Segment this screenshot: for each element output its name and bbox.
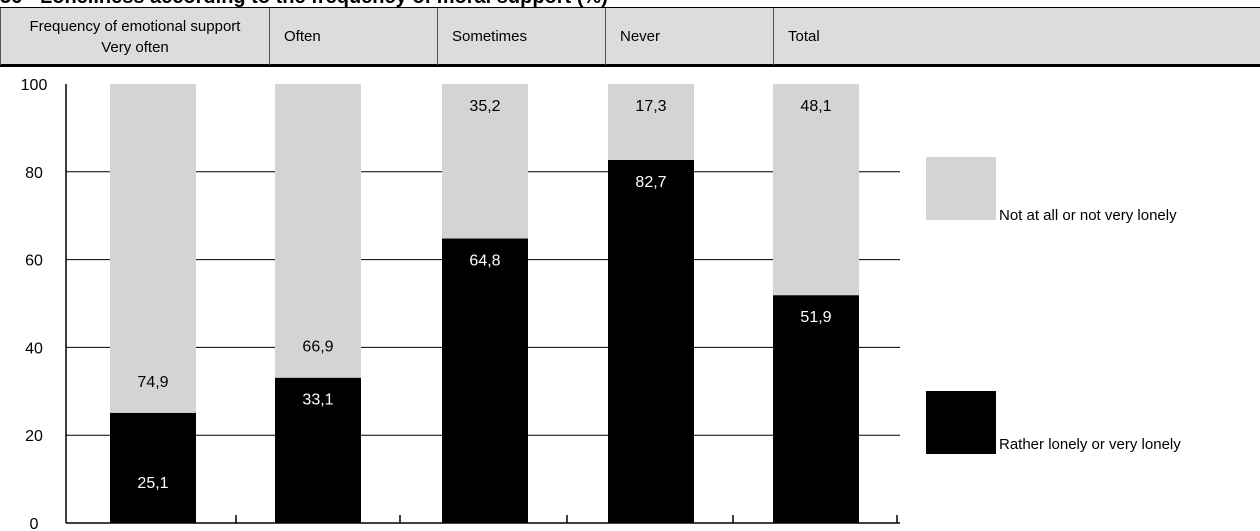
y-tick-label: 60: [25, 253, 43, 270]
legend-not-lonely-swatch: [926, 157, 996, 220]
bar-segment-not-lonely: [608, 84, 694, 160]
legend-lonely-swatch: [926, 391, 996, 454]
bar-segment-not-lonely: [773, 84, 859, 295]
data-label-lonely: 33,1: [302, 392, 333, 409]
y-tick-label: 20: [25, 428, 43, 445]
legend-lonely-label: Rather lonely or very lonely: [999, 436, 1181, 453]
bar-segment-lonely: [608, 160, 694, 523]
y-tick-label: 100: [21, 77, 48, 94]
bar-segment-not-lonely: [110, 84, 196, 413]
y-tick-label: 80: [25, 165, 43, 182]
data-label-lonely: 51,9: [800, 309, 831, 326]
data-label-not-lonely: 35,2: [469, 98, 500, 115]
data-label-lonely: 25,1: [137, 475, 168, 492]
bars: 25,1 74,9 33,1 66,9 64,8 35,2 82,7 17,3 51,9 48,1: [110, 84, 859, 523]
data-label-lonely: 64,8: [469, 253, 500, 270]
y-tick-label: 40: [25, 340, 43, 357]
data-label-not-lonely: 66,9: [302, 339, 333, 356]
data-label-lonely: 82,7: [635, 174, 666, 191]
y-tick-label: 0: [30, 516, 39, 531]
data-label-not-lonely: 48,1: [800, 98, 831, 115]
bar-segment-lonely: [773, 295, 859, 523]
legend: Not at all or not very lonely Rather lone…: [926, 157, 1181, 454]
bar-segment-lonely: [442, 239, 528, 523]
legend-not-lonely-label: Not at all or not very lonely: [999, 207, 1177, 224]
data-label-not-lonely: 74,9: [137, 374, 168, 391]
data-label-not-lonely: 17,3: [635, 98, 666, 115]
bar-segment-lonely: [110, 413, 196, 523]
bar-segment-not-lonely: [275, 84, 361, 378]
